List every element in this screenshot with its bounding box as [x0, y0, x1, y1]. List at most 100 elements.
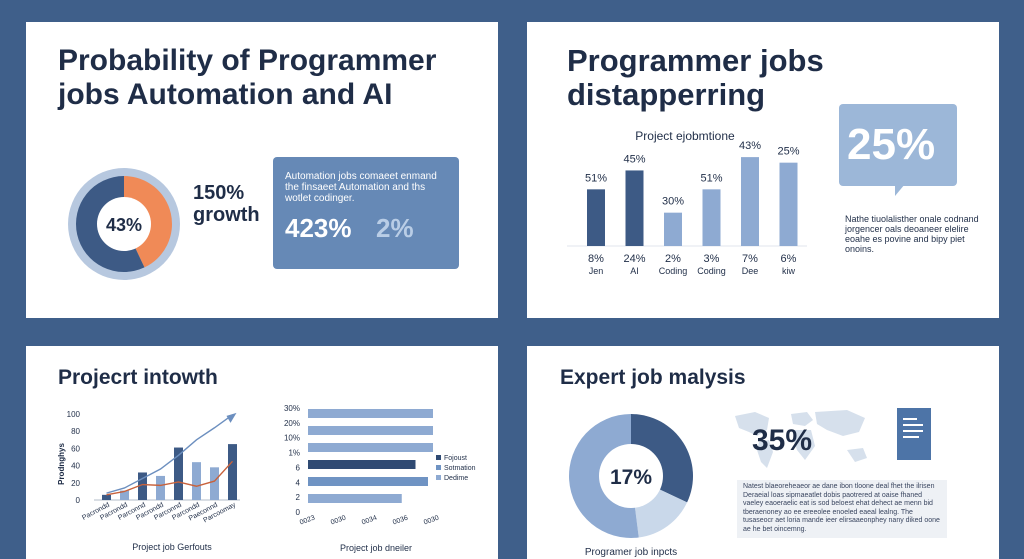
- x-tick-label: 0030: [330, 515, 347, 527]
- donut-hole: [599, 444, 663, 508]
- panel-expert-analysis: Expert job malysis 17% Programer job inp…: [527, 346, 999, 559]
- y-tick-label: 2: [296, 493, 301, 502]
- panel-title: Projecrt intowth: [58, 366, 218, 389]
- bar-category-label: Jen: [589, 266, 604, 276]
- growth-label: growth: [193, 204, 260, 226]
- bar-category-label: Dee: [742, 266, 759, 276]
- world-map-icon: [735, 410, 867, 468]
- legend-label: Dedime: [444, 475, 468, 482]
- bar: [192, 462, 201, 500]
- panel-project-growth: Projecrt intowth Prodnghys 100 80 60 40 20 0 …: [26, 346, 498, 559]
- horizontal-bar-chart: 30% 20% 10% 1% 6 4 2 0 0023 0030 0034 0036 0030 Foj…: [284, 404, 476, 553]
- bar-category-label: AI: [630, 266, 639, 276]
- legend-swatch: [436, 475, 441, 480]
- y-tick-label: 40: [71, 462, 80, 471]
- hbar: [308, 426, 433, 435]
- bar: [625, 170, 644, 246]
- trend-line-2: [106, 414, 233, 494]
- x-axis-label: Project job Gerfouts: [132, 542, 212, 552]
- x-tick-label: 0023: [299, 515, 316, 527]
- y-tick-label: 0: [76, 496, 81, 505]
- hbar: [308, 494, 402, 503]
- bar-top-label: 51%: [700, 172, 722, 184]
- bar: [156, 475, 165, 500]
- bar-value-label: 3%: [704, 253, 720, 265]
- bar: [228, 444, 237, 500]
- legend-swatch: [436, 465, 441, 470]
- bar-value-label: 7%: [742, 253, 758, 265]
- panel-automation-probability: Probability of Programmer jobs Automatio…: [26, 22, 498, 318]
- bar-top-label: 45%: [623, 153, 645, 165]
- donut-hole: [97, 197, 151, 251]
- legend-swatch: [436, 455, 441, 460]
- y-tick-label: 6: [296, 463, 301, 472]
- trend-line-1: [106, 460, 234, 496]
- bar: [174, 447, 183, 500]
- y-tick-label: 20%: [284, 419, 300, 428]
- bar-top-label: 30%: [662, 196, 684, 208]
- y-tick-label: 1%: [288, 449, 300, 458]
- info-box: Automation jobs comaeet enmand the finsa…: [273, 157, 459, 269]
- bar-category-label: Coding: [697, 266, 726, 276]
- bar-value-label: 6%: [781, 253, 797, 265]
- donut-chart: 43%: [68, 168, 180, 280]
- info-box-value-secondary: 2%: [376, 213, 414, 243]
- panel-title: Expert job malysis: [560, 366, 746, 389]
- donut-center-label: 17%: [610, 466, 652, 489]
- trend-arrow-head: [226, 412, 237, 423]
- panel-title: Probability of Programmer jobs Automatio…: [58, 44, 437, 111]
- hbar: [308, 409, 433, 418]
- donut-chart: 17% Programer job inpcts: [568, 414, 693, 558]
- hbar: [308, 477, 428, 486]
- bar-category-label: Coding: [659, 266, 688, 276]
- bar: [702, 189, 721, 246]
- info-box-value-primary: 423%: [285, 213, 352, 243]
- hbar: [308, 443, 433, 452]
- bar: [741, 157, 759, 246]
- chart-title: Project ejobmtione: [635, 129, 735, 143]
- bar: [779, 162, 798, 246]
- callout-bubble: 25%: [839, 104, 957, 186]
- bar-category-label: kiw: [782, 266, 795, 276]
- x-axis-label: Project job dneiler: [340, 543, 412, 553]
- bar-value-label: 8%: [588, 253, 604, 265]
- bar-chart: Project ejobmtione 51% 8%Jen 45% 24%AI 30% 2%…: [567, 129, 807, 276]
- y-tick-label: 10%: [284, 434, 300, 443]
- bar: [587, 189, 605, 246]
- bar-top-label: 25%: [777, 146, 799, 158]
- legend-label: Sotmation: [444, 465, 476, 472]
- y-tick-label: 20: [71, 479, 80, 488]
- bar: [664, 212, 682, 246]
- growth-stat: 150% growth: [193, 182, 260, 226]
- x-tick-label: 0030: [423, 515, 440, 527]
- bar: [138, 472, 147, 500]
- info-box-text: Automation jobs comaeet enmand the finsa…: [285, 171, 437, 204]
- y-tick-label: 60: [71, 444, 80, 453]
- y-axis-label: Prodnghys: [57, 443, 66, 485]
- bar: [102, 494, 111, 500]
- hbar: [308, 460, 416, 469]
- bar-top-label: 43%: [739, 140, 761, 152]
- document-icon: [897, 408, 931, 460]
- callout-value: 25%: [847, 120, 936, 169]
- bar: [210, 467, 219, 500]
- callout-note: Nathe tiuolalisther onale codnand jorgen…: [845, 214, 979, 254]
- bar-top-label: 51%: [585, 172, 607, 184]
- legend-label: Fojoust: [444, 455, 467, 462]
- panel-title: Programmer jobs distapperring: [567, 43, 824, 112]
- bar-value-label: 2%: [665, 253, 681, 265]
- donut-caption: Programer job inpcts: [585, 547, 677, 558]
- y-tick-label: 100: [67, 410, 81, 419]
- bar-value-label: 24%: [623, 253, 645, 265]
- panel-jobs-disappearing: Programmer jobs distapperring Project ej…: [527, 22, 999, 318]
- y-tick-label: 80: [71, 427, 80, 436]
- y-tick-label: 30%: [284, 404, 300, 413]
- growth-value: 150%: [193, 182, 245, 204]
- donut-center-label: 43%: [106, 215, 142, 235]
- analysis-text-block: Natest blaeoreheaeor ae dane ibon tloone…: [737, 480, 947, 538]
- y-tick-label: 4: [296, 478, 301, 487]
- y-tick-label: 0: [296, 508, 301, 517]
- x-tick-label: 0034: [361, 515, 378, 527]
- callout-tail: [895, 184, 905, 196]
